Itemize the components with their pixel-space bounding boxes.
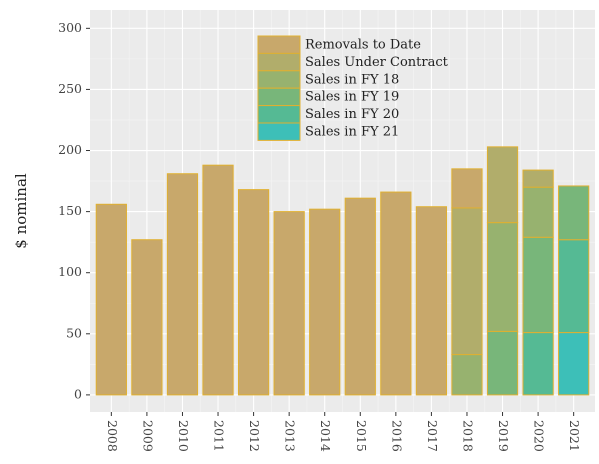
x-tick-label: 2013 <box>283 420 298 452</box>
legend-label: Sales in FY 21 <box>305 125 399 140</box>
x-tick-label: 2015 <box>354 420 369 452</box>
bar-segment <box>166 173 199 396</box>
bar-segment <box>522 236 554 334</box>
bar-segment <box>344 197 376 396</box>
bar-segment <box>451 207 483 356</box>
bar-segment <box>309 208 341 396</box>
bar-segment <box>95 203 127 396</box>
x-tick-label: 2011 <box>212 420 227 452</box>
y-tick-label: 250 <box>58 81 82 96</box>
x-tick-label: 2014 <box>318 420 333 452</box>
x-tick-label: 2016 <box>389 420 404 452</box>
axes: 0 50 100 150 200 250 300 2008 2009 2010 2011 2012 20… <box>58 20 582 452</box>
bar-segment <box>451 354 483 396</box>
y-tick-label: 150 <box>58 203 82 218</box>
bar-segment <box>522 169 554 188</box>
legend-label: Removals to Date <box>305 38 421 53</box>
y-tick-label: 300 <box>58 20 82 35</box>
y-tick-label: 0 <box>74 386 82 401</box>
bar-segment <box>486 146 519 224</box>
legend-label: Sales in FY 20 <box>305 107 399 122</box>
bar-segment <box>486 222 519 332</box>
bar-segment <box>415 206 448 396</box>
y-tick-label: 50 <box>66 325 82 340</box>
bar-segment <box>522 332 554 396</box>
legend-key <box>257 70 301 89</box>
legend-key <box>257 52 301 72</box>
legend: Removals to Date Sales Under Contract Sale… <box>257 35 449 141</box>
legend-label: Sales Under Contract <box>305 55 449 70</box>
legend-key <box>257 105 301 124</box>
y-tick-label: 100 <box>58 264 82 279</box>
legend-key <box>257 122 301 141</box>
legend-label: Sales in FY 19 <box>305 90 399 105</box>
x-tick-label: 2021 <box>567 420 582 452</box>
bar-segment <box>380 191 412 396</box>
bar-segment <box>522 186 554 238</box>
bar-segment <box>558 239 590 334</box>
legend-key <box>257 87 301 107</box>
x-tick-label: 2018 <box>460 420 475 452</box>
bar-segment <box>202 164 234 396</box>
legend-label: Sales in FY 18 <box>305 72 399 87</box>
x-tick-label: 2017 <box>425 420 440 452</box>
x-tick-label: 2008 <box>105 420 120 452</box>
x-tick-label: 2012 <box>247 420 262 452</box>
bars <box>95 146 590 396</box>
bar-segment <box>486 330 519 396</box>
bar-segment <box>131 239 163 396</box>
legend-key <box>257 35 301 54</box>
x-tick-label: 2019 <box>496 420 511 452</box>
bar-segment <box>558 332 590 396</box>
x-tick-label: 2010 <box>176 420 191 452</box>
bar-segment <box>451 168 483 209</box>
y-tick-label: 200 <box>58 142 82 157</box>
x-tick-label: 2020 <box>532 420 547 452</box>
x-tick-label: 2009 <box>140 420 155 452</box>
bar-segment <box>237 189 270 396</box>
bar-segment <box>273 211 305 396</box>
bar-segment <box>558 185 590 241</box>
y-axis-label: $ nominal <box>12 173 30 249</box>
